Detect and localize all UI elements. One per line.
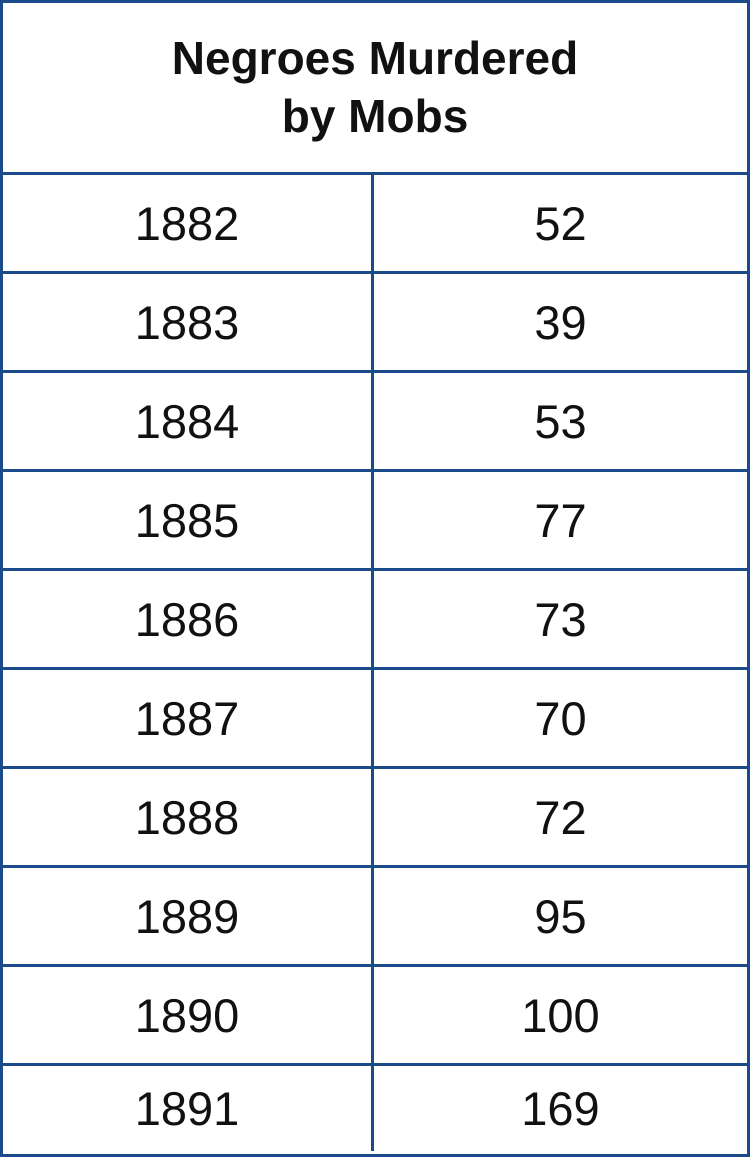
- table-body: 1882 52 1883 39 1884 53 1885 77 1886 73 …: [3, 175, 747, 1151]
- count-cell: 77: [534, 493, 587, 547]
- table-row: 1884 53: [3, 373, 747, 472]
- count-cell: 70: [534, 691, 587, 745]
- table-row: 1890 100: [3, 967, 747, 1066]
- table-row: 1889 95: [3, 868, 747, 967]
- table-header: Negroes Murdered by Mobs: [3, 3, 747, 175]
- table-row: 1886 73: [3, 571, 747, 670]
- year-cell: 1887: [3, 670, 374, 766]
- count-cell: 95: [534, 889, 587, 943]
- table-row: 1882 52: [3, 175, 747, 274]
- count-cell: 39: [534, 295, 587, 349]
- count-cell: 53: [534, 394, 587, 448]
- table-row: 1883 39: [3, 274, 747, 373]
- year-cell: 1885: [3, 472, 374, 568]
- year-cell: 1883: [3, 274, 374, 370]
- table-row: 1885 77: [3, 472, 747, 571]
- year-cell: 1890: [3, 967, 374, 1063]
- table-title: Negroes Murdered by Mobs: [171, 31, 579, 142]
- count-cell: 169: [521, 1082, 600, 1135]
- count-cell: 52: [534, 196, 587, 250]
- year-cell: 1886: [3, 571, 374, 667]
- table-row: 1888 72: [3, 769, 747, 868]
- year-cell: 1882: [3, 175, 374, 271]
- count-cell: 73: [534, 592, 587, 646]
- table-row: 1887 70: [3, 670, 747, 769]
- year-cell: 1889: [3, 868, 374, 964]
- year-cell: 1884: [3, 373, 374, 469]
- year-cell: 1891: [3, 1066, 374, 1151]
- count-cell: 72: [534, 790, 587, 844]
- year-cell: 1888: [3, 769, 374, 865]
- table-row: 1891 169: [3, 1066, 747, 1151]
- count-cell: 100: [521, 988, 600, 1042]
